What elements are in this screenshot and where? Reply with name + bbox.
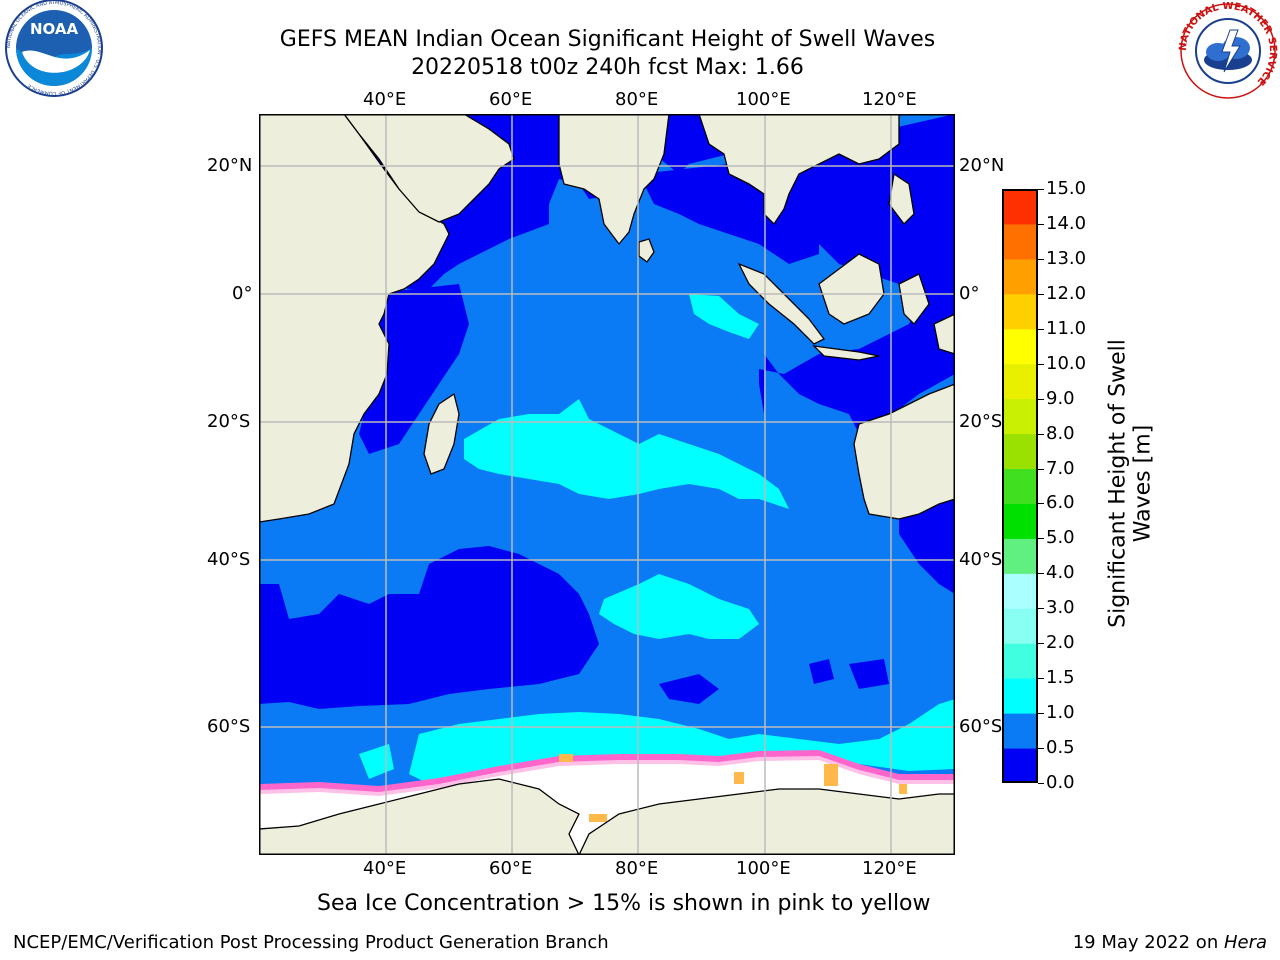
svg-text:NOAA: NOAA <box>30 20 79 38</box>
colorbar-tick-mark <box>1038 678 1044 680</box>
colorbar-tick-mark <box>1038 783 1044 784</box>
colorbar-segment <box>1002 468 1038 504</box>
india <box>558 115 670 246</box>
lat-label-right-20s: 20°S <box>959 411 1003 432</box>
colorbar-segment <box>1002 678 1038 714</box>
lon-label-top-120e: 120°E <box>862 89 917 110</box>
lat-label-left-20s: 20°S <box>207 411 251 432</box>
colorbar-tick-label: 3.0 <box>1046 597 1075 619</box>
java <box>812 345 880 361</box>
lon-label-bottom-80e: 80°E <box>615 858 659 879</box>
colorbar-tick-mark <box>1038 223 1044 225</box>
noaa-logo: NOAA NATIONAL OCEANIC AND ATMOSPHERIC AD… <box>5 0 103 97</box>
colorbar-ticks: 0.0 0.5 1.0 1.5 2.0 3.0 4.0 5.0 6.0 7.0 8.0 9.0 10.0… <box>1038 178 1106 793</box>
nws-logo: NATIONAL WEATHER SERVICE <box>1178 2 1278 99</box>
colorbar-tick-label: 9.0 <box>1046 387 1075 409</box>
colorbar-tick-mark <box>1038 503 1044 505</box>
lon-label-top-80e: 80°E <box>615 89 659 110</box>
colorbar-tick-mark <box>1038 573 1044 575</box>
colorbar-tick-mark <box>1038 748 1044 750</box>
colorbar-tick-mark <box>1038 293 1044 295</box>
map-plot <box>259 114 955 855</box>
ice-concentration-specks <box>399 754 907 822</box>
colorbar-tick-mark <box>1038 189 1044 190</box>
colorbar-tick-label: 14.0 <box>1046 212 1087 234</box>
colorbar-tick-label: 1.5 <box>1046 667 1075 689</box>
lon-label-bottom-60e: 60°E <box>489 858 533 879</box>
colorbar-segment <box>1002 189 1038 225</box>
colorbar-label-line1: Significant Height of Swell <box>1105 339 1131 628</box>
lat-label-left-60s: 60°S <box>207 716 251 737</box>
map-title: GEFS MEAN Indian Ocean Significant Heigh… <box>279 27 936 52</box>
colorbar-segment <box>1002 643 1038 679</box>
colorbar-segment <box>1002 538 1038 574</box>
lat-label-right-60s: 60°S <box>959 716 1003 737</box>
colorbar-tick-mark <box>1038 398 1044 400</box>
colorbar-tick-label: 12.0 <box>1046 282 1087 304</box>
colorbar-tick-mark <box>1038 713 1044 715</box>
lat-label-right-0: 0° <box>959 283 980 304</box>
lat-label-left-40s: 40°S <box>207 549 251 570</box>
madagascar <box>423 392 460 475</box>
colorbar-segment <box>1002 293 1038 330</box>
colorbar-segment <box>1002 573 1038 609</box>
colorbar-tick-label: 0.0 <box>1046 772 1075 793</box>
colorbar-tick-mark <box>1038 538 1044 540</box>
colorbar-segment <box>1002 398 1038 435</box>
colorbar-segment <box>1002 608 1038 644</box>
colorbar-label-line2: Waves [m] <box>1130 424 1156 543</box>
colorbar-tick-label: 8.0 <box>1046 422 1075 444</box>
sea-ice-note: Sea Ice Concentration > 15% is shown in … <box>317 891 931 916</box>
colorbar-tick-mark <box>1038 433 1044 435</box>
colorbar-tick-label: 15.0 <box>1046 178 1087 199</box>
colorbar-tick-label: 7.0 <box>1046 457 1075 479</box>
colorbar-segment <box>1002 713 1038 749</box>
sri-lanka <box>638 238 655 263</box>
colorbar-tick-label: 4.0 <box>1046 562 1075 584</box>
colorbar-tick-label: 2.0 <box>1046 632 1075 654</box>
colorbar-segment <box>1002 433 1038 470</box>
colorbar-segment <box>1002 363 1038 400</box>
lon-label-bottom-100e: 100°E <box>736 858 791 879</box>
antarctica <box>260 778 580 854</box>
colorbar-tick-label: 0.5 <box>1046 737 1075 759</box>
colorbar-segment <box>1002 223 1038 260</box>
footer-host: Hera <box>1223 932 1267 953</box>
colorbar <box>1002 189 1038 783</box>
southeast-asia <box>698 115 900 226</box>
map-subtitle: 20220518 t00z 240h fcst Max: 1.66 <box>411 55 804 80</box>
colorbar-tick-label: 1.0 <box>1046 702 1075 724</box>
lat-label-right-40s: 40°S <box>959 549 1003 570</box>
lon-label-bottom-120e: 120°E <box>862 858 917 879</box>
footer-branch: NCEP/EMC/Verification Post Processing Pr… <box>13 932 609 953</box>
lon-label-bottom-40e: 40°E <box>363 858 407 879</box>
colorbar-tick-mark <box>1038 643 1044 645</box>
colorbar-segment <box>1002 328 1038 365</box>
colorbar-tick-label: 13.0 <box>1046 247 1087 269</box>
colorbar-segment <box>1002 258 1038 295</box>
colorbar-tick-label: 5.0 <box>1046 527 1075 549</box>
lat-label-left-20n: 20°N <box>207 155 253 176</box>
colorbar-tick-mark <box>1038 258 1044 260</box>
lon-label-top-100e: 100°E <box>736 89 791 110</box>
footer-date-text: 19 May 2022 on <box>1072 932 1224 953</box>
footer-date: 19 May 2022 on Hera <box>1073 932 1267 953</box>
lon-label-top-60e: 60°E <box>489 89 533 110</box>
lat-label-right-20n: 20°N <box>959 155 1005 176</box>
land-masses <box>260 115 954 854</box>
colorbar-tick-mark <box>1038 608 1044 610</box>
colorbar-tick-label: 10.0 <box>1046 352 1087 374</box>
colorbar-tick-mark <box>1038 328 1044 330</box>
lat-label-left-0: 0° <box>232 283 253 304</box>
colorbar-tick-mark <box>1038 363 1044 365</box>
colorbar-tick-label: 11.0 <box>1046 317 1087 339</box>
australia <box>853 383 954 520</box>
colorbar-segment <box>1002 503 1038 539</box>
lon-label-top-40e: 40°E <box>363 89 407 110</box>
colorbar-tick-mark <box>1038 468 1044 470</box>
borneo <box>818 253 885 325</box>
colorbar-tick-label: 6.0 <box>1046 492 1075 514</box>
graticule <box>260 115 954 854</box>
colorbar-segment <box>1002 748 1038 783</box>
